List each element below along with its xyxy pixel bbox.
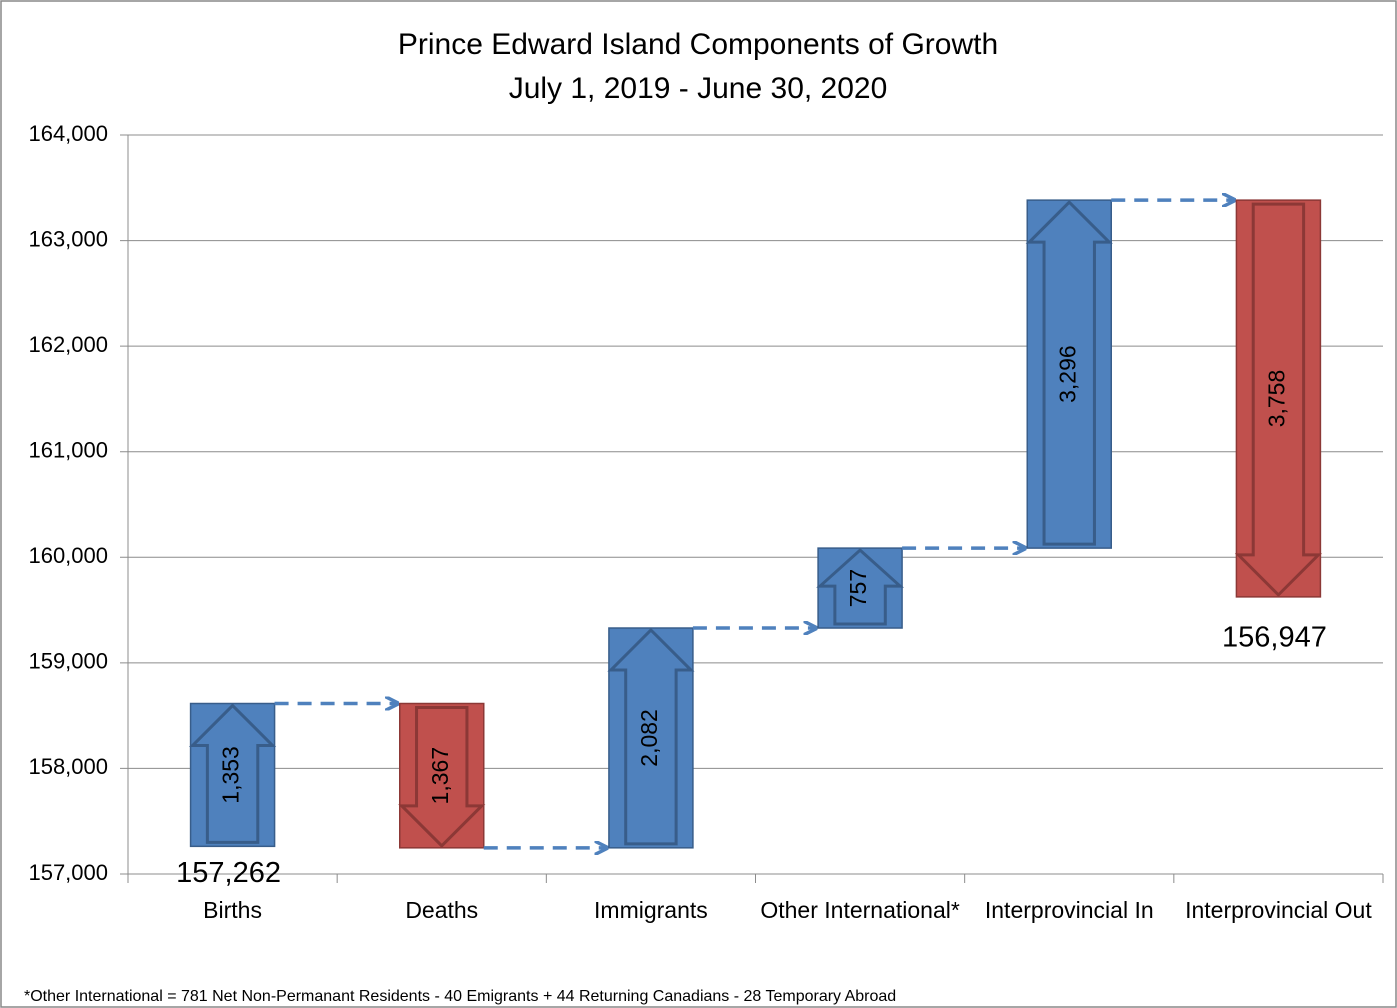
x-tick-label: Interprovincial In: [984, 897, 1154, 923]
chart-title: Prince Edward Island Components of Growt…: [398, 28, 998, 61]
value-label: 1,367: [427, 747, 453, 805]
x-tick-label: Interprovincial Out: [1185, 897, 1372, 923]
y-tick-label: 159,000: [28, 649, 108, 674]
y-tick-label: 157,000: [28, 860, 108, 885]
bar: [189, 702, 276, 848]
value-label: 3,758: [1263, 370, 1289, 428]
value-label: 2,082: [636, 709, 662, 767]
y-tick-label: 164,000: [28, 121, 108, 146]
x-tick-label: Immigrants: [594, 897, 708, 923]
value-label: 3,296: [1054, 345, 1080, 403]
bar-arrow: [607, 627, 695, 846]
start-label: 157,262: [176, 857, 281, 889]
y-tick-label: 163,000: [28, 226, 108, 251]
y-tick-label: 162,000: [28, 332, 108, 357]
bar: [1235, 199, 1322, 598]
end-label: 156,947: [1222, 622, 1327, 654]
bar-arrow: [1025, 200, 1113, 546]
value-label: 1,353: [218, 746, 244, 804]
x-tick-label: Other International*: [760, 897, 960, 923]
y-tick-label: 158,000: [28, 754, 108, 779]
bar: [817, 547, 903, 629]
footnote: *Other International = 781 Net Non-Perma…: [24, 988, 896, 1005]
bar-arrow: [1234, 202, 1323, 597]
y-tick-label: 161,000: [28, 438, 108, 463]
x-tick-label: Births: [203, 897, 262, 923]
value-label: 757: [845, 569, 871, 607]
x-tick-label: Deaths: [405, 897, 479, 923]
bar-arrow: [816, 548, 904, 626]
chart-subtitle: July 1, 2019 - June 30, 2020: [509, 72, 888, 105]
y-tick-label: 160,000: [28, 543, 108, 568]
bar-arrow: [188, 703, 277, 844]
bar-arrow: [398, 706, 486, 848]
bar: [399, 702, 485, 849]
